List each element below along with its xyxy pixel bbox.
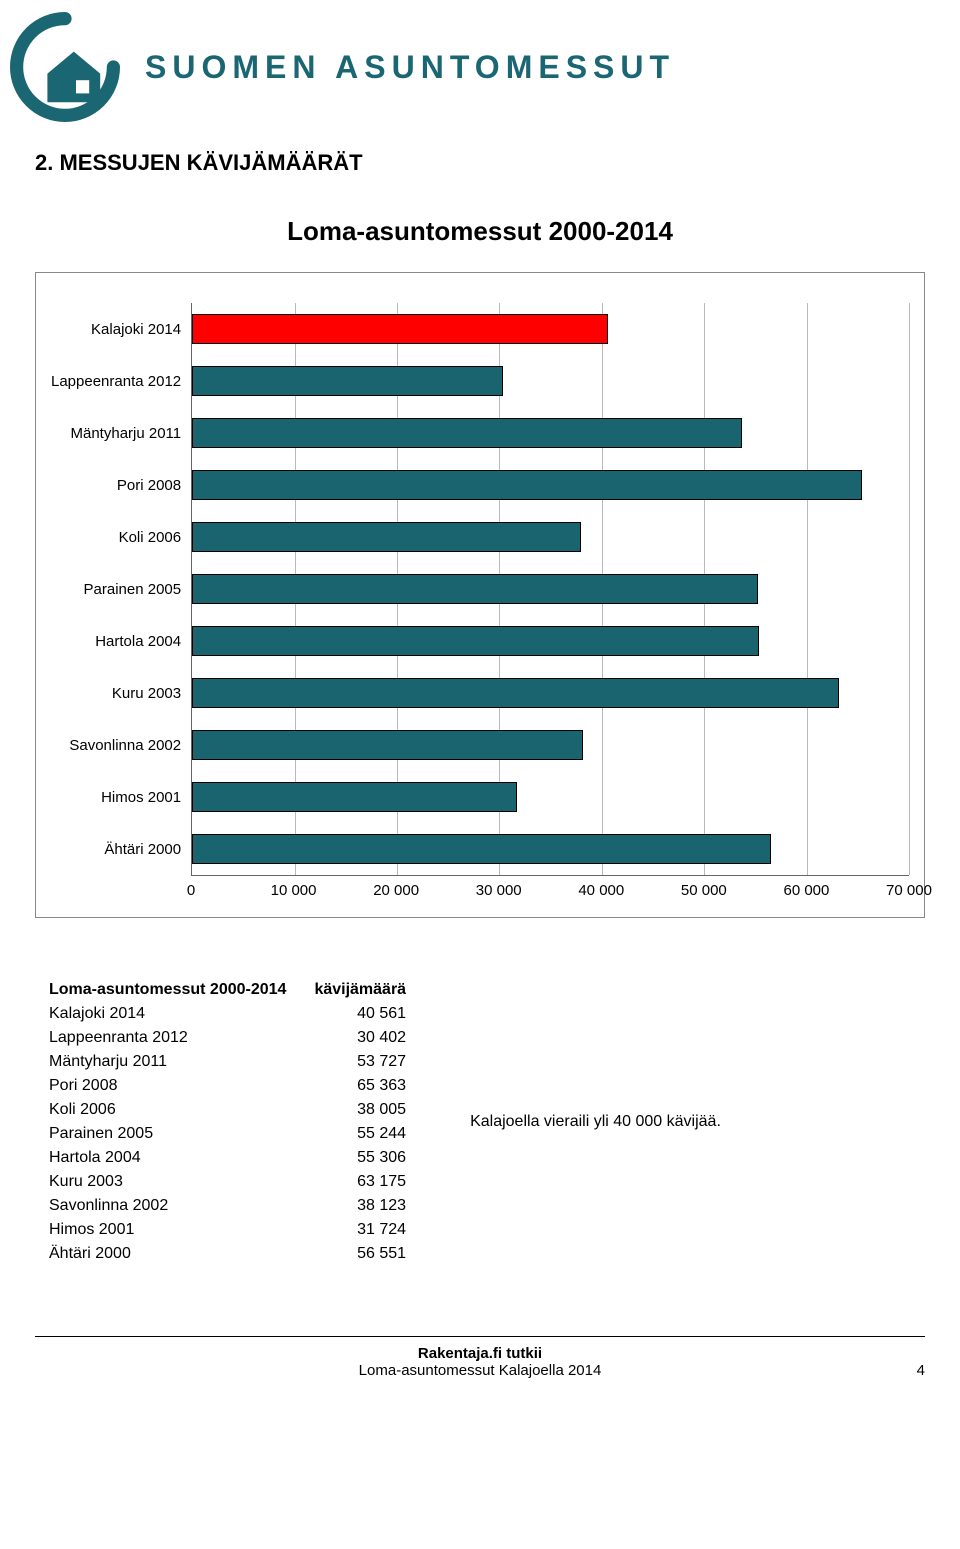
table-cell: 30 402: [300, 1026, 420, 1050]
table-header-value: kävijämäärä: [300, 978, 420, 1002]
table-row: Pori 200865 363: [35, 1074, 420, 1098]
chart-x-tick: 10 000: [271, 882, 317, 899]
brand-header: SUOMEN ASUNTOMESSUT: [0, 0, 960, 140]
chart-bar: [192, 418, 742, 448]
chart-y-label: Pori 2008: [51, 459, 181, 511]
chart-bar: [192, 366, 503, 396]
footer-line1: Rakentaja.fi tutkii: [65, 1345, 895, 1362]
table-row: Koli 200638 005: [35, 1098, 420, 1122]
data-table: Loma-asuntomessut 2000-2014 kävijämäärä …: [35, 978, 420, 1266]
table-cell: 40 561: [300, 1002, 420, 1026]
table-cell: Ähtäri 2000: [35, 1242, 300, 1266]
chart-bar: [192, 678, 839, 708]
chart-y-labels: Kalajoki 2014Lappeenranta 2012Mäntyharju…: [51, 303, 191, 876]
brand-logo-icon: [10, 12, 120, 122]
chart-x-tick: 20 000: [373, 882, 419, 899]
chart-bar: [192, 470, 861, 500]
table-row: Himos 200131 724: [35, 1218, 420, 1242]
chart-frame: Kalajoki 2014Lappeenranta 2012Mäntyharju…: [35, 272, 925, 918]
chart-bar: [192, 314, 607, 344]
chart-bar: [192, 626, 758, 656]
table-cell: Himos 2001: [35, 1218, 300, 1242]
table-cell: 38 005: [300, 1098, 420, 1122]
chart-title: Loma-asuntomessut 2000-2014: [35, 216, 925, 247]
chart-bar-row: [192, 719, 909, 771]
table-cell: 38 123: [300, 1194, 420, 1218]
chart-x-tick: 70 000: [886, 882, 932, 899]
chart-bar-row: [192, 511, 909, 563]
table-cell: 63 175: [300, 1170, 420, 1194]
table-cell: 53 727: [300, 1050, 420, 1074]
brand-text: SUOMEN ASUNTOMESSUT: [145, 49, 675, 86]
chart-bar-row: [192, 667, 909, 719]
footer-line2: Loma-asuntomessut Kalajoella 2014: [65, 1362, 895, 1379]
page-footer: Rakentaja.fi tutkii Loma-asuntomessut Ka…: [0, 1345, 960, 1399]
chart-x-tick: 60 000: [783, 882, 829, 899]
table-cell: 55 306: [300, 1146, 420, 1170]
chart-y-label: Mäntyharju 2011: [51, 407, 181, 459]
chart-bar-row: [192, 615, 909, 667]
chart-bar: [192, 522, 581, 552]
chart-plot-area: [191, 303, 909, 876]
chart-bar: [192, 574, 758, 604]
table-cell: 31 724: [300, 1218, 420, 1242]
table-cell: 55 244: [300, 1122, 420, 1146]
chart-x-tick: 0: [187, 882, 195, 899]
table-cell: Koli 2006: [35, 1098, 300, 1122]
chart-y-label: Ähtäri 2000: [51, 824, 181, 876]
chart-y-label: Parainen 2005: [51, 563, 181, 615]
table-cell: Kuru 2003: [35, 1170, 300, 1194]
table-cell: Pori 2008: [35, 1074, 300, 1098]
table-row: Hartola 200455 306: [35, 1146, 420, 1170]
chart-bar-row: [192, 823, 909, 875]
table-row: Mäntyharju 201153 727: [35, 1050, 420, 1074]
table-cell: 65 363: [300, 1074, 420, 1098]
chart-y-label: Kalajoki 2014: [51, 303, 181, 355]
chart-bar-row: [192, 459, 909, 511]
table-cell: Savonlinna 2002: [35, 1194, 300, 1218]
chart-bar-row: [192, 563, 909, 615]
chart-bar-row: [192, 771, 909, 823]
chart-y-label: Himos 2001: [51, 772, 181, 824]
chart-y-label: Savonlinna 2002: [51, 720, 181, 772]
chart-y-label: Hartola 2004: [51, 616, 181, 668]
chart-bar: [192, 782, 517, 812]
table-row: Kuru 200363 175: [35, 1170, 420, 1194]
footer-rule: [35, 1336, 925, 1337]
chart-bar-row: [192, 407, 909, 459]
note-text: Kalajoella vieraili yli 40 000 kävijää.: [470, 1113, 721, 1131]
bar-chart: Kalajoki 2014Lappeenranta 2012Mäntyharju…: [51, 303, 909, 876]
chart-bar-row: [192, 303, 909, 355]
chart-x-axis: 010 00020 00030 00040 00050 00060 00070 …: [51, 882, 909, 902]
chart-bar: [192, 730, 582, 760]
chart-y-label: Koli 2006: [51, 511, 181, 563]
table-cell: Lappeenranta 2012: [35, 1026, 300, 1050]
footer-page-number: 4: [895, 1362, 925, 1379]
table-row: Lappeenranta 201230 402: [35, 1026, 420, 1050]
chart-bar-row: [192, 355, 909, 407]
chart-bars: [192, 303, 909, 875]
table-row: Savonlinna 200238 123: [35, 1194, 420, 1218]
table-row: Kalajoki 201440 561: [35, 1002, 420, 1026]
chart-y-label: Lappeenranta 2012: [51, 355, 181, 407]
table-cell: Parainen 2005: [35, 1122, 300, 1146]
table-header-name: Loma-asuntomessut 2000-2014: [35, 978, 300, 1002]
table-cell: Kalajoki 2014: [35, 1002, 300, 1026]
table-cell: Mäntyharju 2011: [35, 1050, 300, 1074]
table-row: Ähtäri 200056 551: [35, 1242, 420, 1266]
chart-x-tick: 40 000: [578, 882, 624, 899]
table-cell: Hartola 2004: [35, 1146, 300, 1170]
chart-x-tick: 30 000: [476, 882, 522, 899]
section-title: 2. MESSUJEN KÄVIJÄMÄÄRÄT: [35, 150, 925, 176]
table-row: Parainen 200555 244: [35, 1122, 420, 1146]
table-cell: 56 551: [300, 1242, 420, 1266]
chart-y-label: Kuru 2003: [51, 668, 181, 720]
chart-x-tick: 50 000: [681, 882, 727, 899]
chart-bar: [192, 834, 771, 864]
